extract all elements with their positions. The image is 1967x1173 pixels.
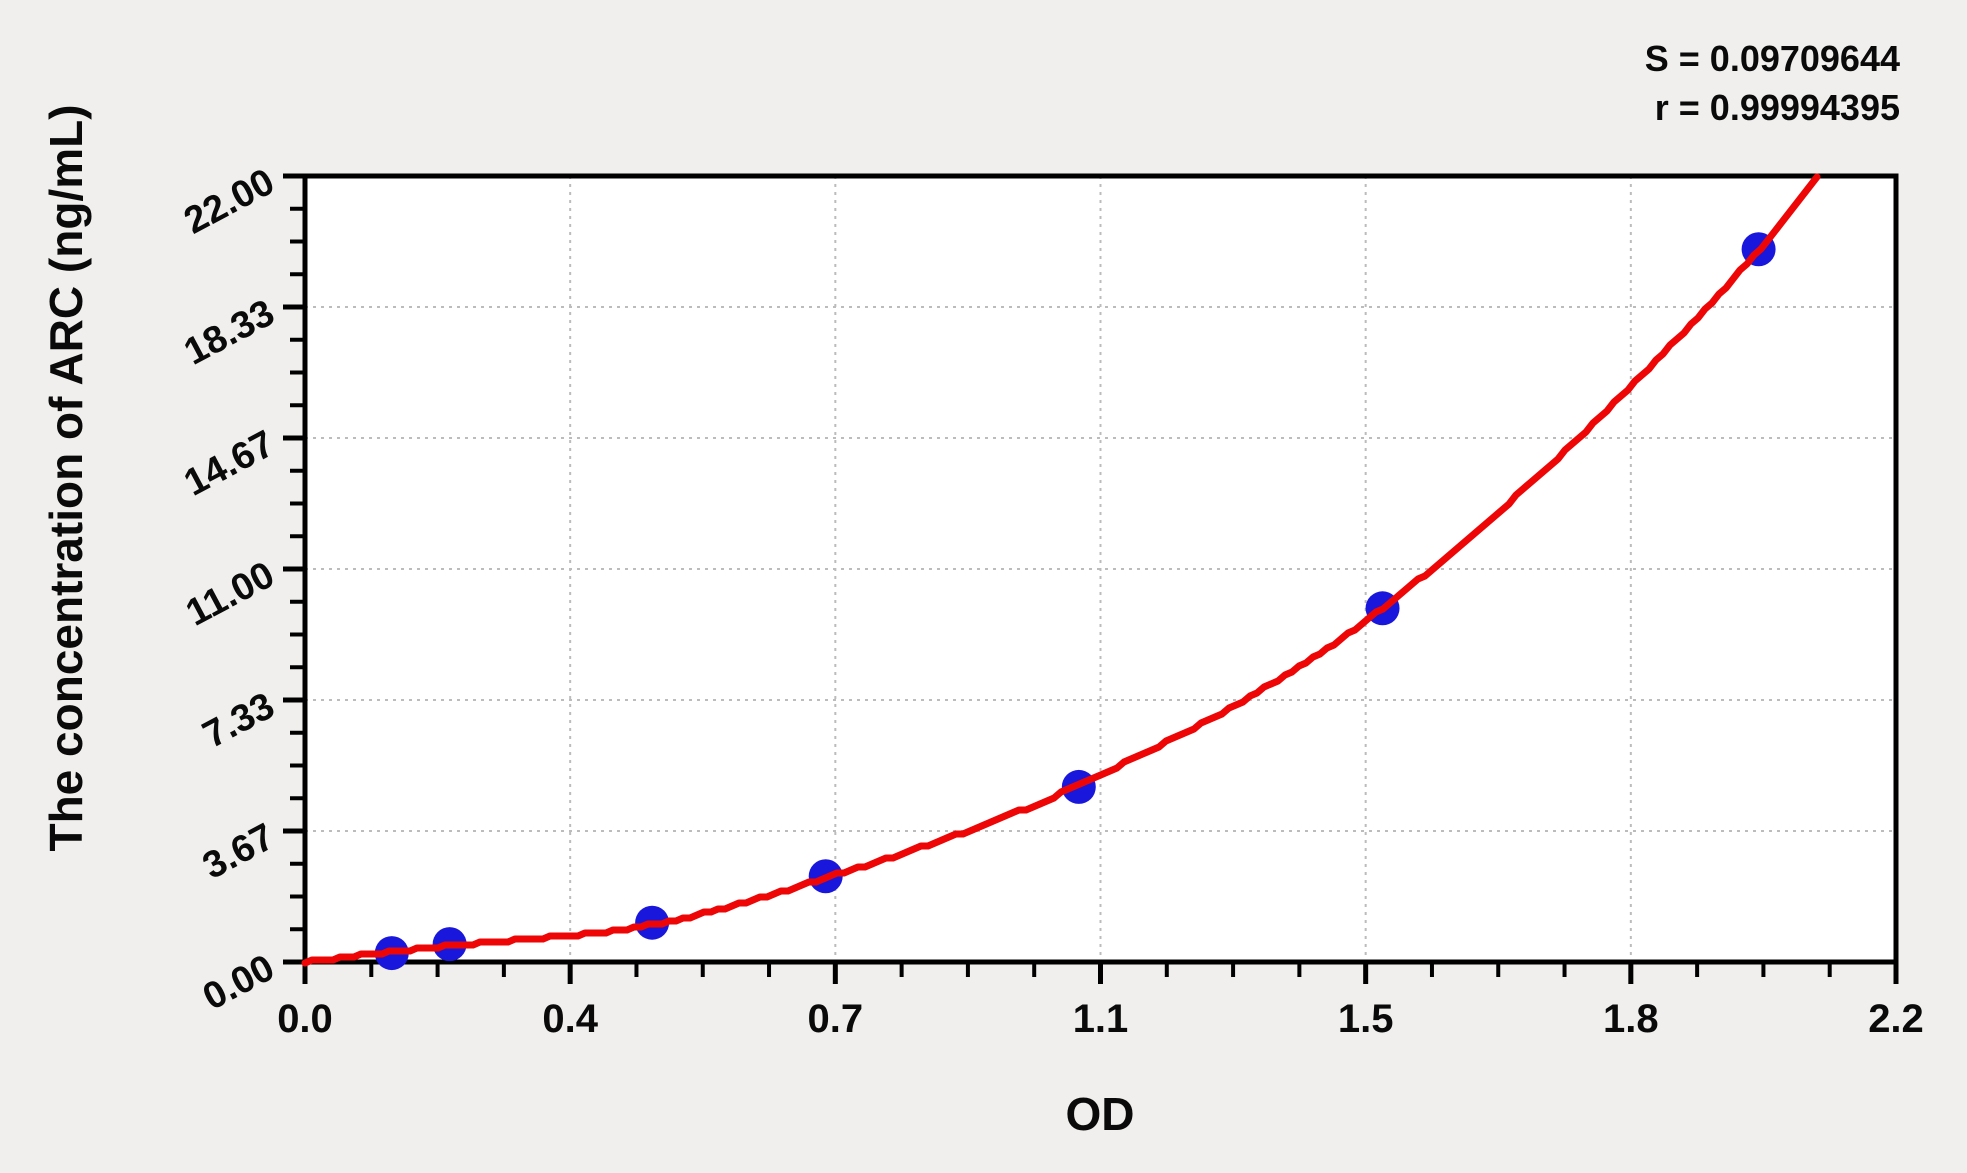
y-tick-label: 7.33: [196, 685, 281, 757]
x-tick-label: 2.2: [1868, 997, 1924, 1041]
plot-frame: [302, 173, 1899, 965]
x-tick-labels: 0.0 0.4 0.7 1.1 1.5 1.8 2.2: [277, 997, 1924, 1041]
x-tick-label: 0.4: [542, 997, 598, 1041]
y-tick-label: 14.67: [178, 423, 282, 505]
stat-s-value: S = 0.09709644: [1644, 38, 1900, 79]
x-tick-label: 1.1: [1073, 997, 1129, 1041]
y-tick-label: 22.00: [178, 161, 282, 243]
y-tick-label: 18.33: [178, 292, 282, 374]
x-axis-title: OD: [1065, 1088, 1135, 1140]
x-tick-label: 0.7: [808, 997, 864, 1041]
x-tick-label: 1.5: [1338, 997, 1394, 1041]
y-tick-label: 0.00: [196, 947, 281, 1019]
y-tick-labels: 0.00 3.67 7.33 11.00 14.67 18.33 22.00: [178, 161, 282, 1019]
x-tick-label: 0.0: [277, 997, 333, 1041]
fitted-curve-line: [301, 173, 1821, 967]
x-tick-label: 1.8: [1603, 997, 1659, 1041]
stat-r-value: r = 0.99994395: [1654, 87, 1900, 128]
y-axis-title: The concentration of ARC (ng/mL): [40, 104, 92, 852]
grid-lines: [305, 176, 1896, 962]
fit-statistics: S = 0.09709644 r = 0.99994395: [1645, 34, 1900, 132]
axis-ticks: [283, 173, 1899, 984]
y-tick-label: 11.00: [179, 554, 281, 635]
y-tick-label: 3.67: [196, 816, 281, 888]
